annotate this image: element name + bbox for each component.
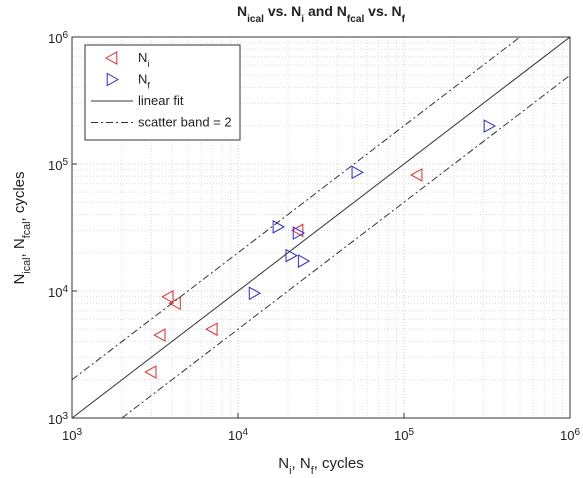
marker — [248, 286, 262, 301]
tick-exponent: 3 — [76, 427, 82, 438]
tick-base: 10 — [48, 285, 62, 300]
marker — [483, 119, 497, 133]
text-part: N — [138, 72, 147, 87]
tick-exponent: 5 — [62, 157, 68, 168]
tick-base: 10 — [48, 412, 62, 427]
marker — [291, 223, 304, 238]
legend-label: linear fit — [138, 93, 184, 108]
line — [72, 37, 570, 418]
subscript: i — [301, 14, 304, 25]
legend-marker — [104, 51, 118, 65]
text-part: N — [138, 50, 147, 65]
tick-label: 105 — [48, 157, 68, 174]
legend-label: scatter band = 2 — [138, 115, 232, 130]
marker — [351, 165, 364, 180]
subscript: f — [147, 81, 150, 91]
marker — [144, 365, 157, 379]
tick-base: 10 — [560, 428, 574, 443]
subscript: i — [147, 59, 149, 69]
text-part: vs. N — [264, 3, 301, 19]
line — [72, 37, 570, 418]
marker — [285, 248, 298, 263]
text-part: , N — [11, 238, 28, 257]
marker — [272, 219, 285, 234]
marker — [292, 226, 306, 240]
tick-base: 10 — [62, 428, 76, 443]
text-part: , N — [292, 455, 311, 472]
tick-base: 10 — [48, 158, 62, 173]
text-part: vs. N — [364, 3, 401, 19]
tick-label: 104 — [228, 427, 248, 444]
tick-label: 105 — [394, 427, 414, 444]
text-part: N — [237, 3, 247, 19]
marker — [153, 328, 166, 342]
subscript: ical — [247, 14, 264, 25]
text-part: and N — [304, 3, 347, 19]
marker — [205, 322, 218, 337]
subscript: fcal — [347, 14, 365, 25]
tick-exponent: 4 — [242, 427, 248, 438]
subscript: i — [289, 465, 291, 477]
legend-label: Nf — [138, 72, 150, 91]
tick-base: 10 — [394, 428, 408, 443]
tick-label: 104 — [48, 284, 68, 301]
text-part: , cycles — [11, 171, 28, 221]
text-part: , cycles — [314, 455, 364, 472]
subscript: fcal — [21, 221, 33, 238]
subscript: ical — [21, 257, 33, 273]
subscript: f — [311, 465, 315, 477]
tick-label: 106 — [560, 427, 580, 444]
tick-base: 10 — [48, 31, 62, 46]
marker — [297, 254, 311, 268]
tick-base: 10 — [228, 428, 242, 443]
marker — [168, 296, 181, 311]
chart-title: Nical vs. Ni and Nfcal vs. Nf — [237, 3, 406, 25]
plot-frame — [71, 36, 571, 419]
tick-exponent: 4 — [62, 284, 68, 295]
legend-marker — [106, 72, 120, 87]
marker — [410, 168, 423, 182]
marker — [161, 289, 174, 304]
tick-label: 106 — [48, 30, 68, 47]
legend-label: Ni — [138, 50, 149, 69]
tick-exponent: 5 — [408, 427, 414, 438]
tick-exponent: 6 — [62, 30, 68, 41]
subscript: f — [402, 14, 406, 25]
x-axis-label: Ni, Nf, cycles — [278, 455, 363, 477]
text-part: N — [11, 274, 28, 285]
tick-label: 103 — [62, 427, 82, 444]
tick-label: 103 — [48, 411, 68, 428]
text-part: scatter band = 2 — [138, 115, 232, 130]
tick-exponent: 3 — [62, 411, 68, 422]
y-axis-label: Nical, Nfcal, cycles — [11, 171, 33, 284]
tick-exponent: 6 — [574, 427, 580, 438]
text-part: linear fit — [138, 93, 184, 108]
text-part: N — [278, 455, 289, 472]
